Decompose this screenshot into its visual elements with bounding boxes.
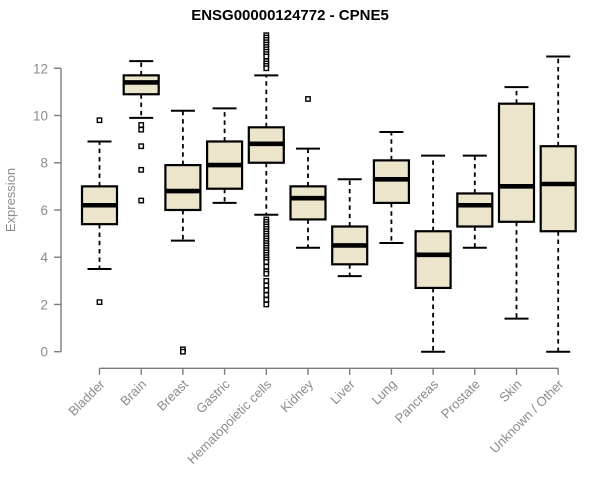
outlier-point — [138, 122, 145, 128]
y-tick-label-4: 4 — [40, 250, 48, 265]
y-tick-label-12: 12 — [33, 61, 48, 76]
outlier-point — [96, 299, 103, 305]
outlier-point — [263, 292, 270, 298]
x-tick-label-breast: Breast — [154, 376, 191, 413]
box-bladder — [80, 117, 119, 305]
box-kidney — [289, 96, 327, 249]
x-tick-label-gastric: Gastric — [193, 376, 233, 416]
outlier-point — [138, 197, 145, 204]
outlier-point — [263, 259, 270, 265]
outlier-point — [138, 166, 145, 173]
outlier-point — [138, 143, 145, 150]
x-tick-label-brain: Brain — [117, 377, 149, 409]
x-tick-label-pancreas: Pancreas — [392, 376, 442, 426]
box-liver — [331, 178, 369, 278]
y-tick-label-10: 10 — [33, 109, 48, 124]
box-brain — [122, 60, 160, 204]
outlier-point — [263, 263, 270, 270]
outlier-point — [179, 348, 186, 355]
box-hematopoietic-cells — [247, 32, 285, 308]
box-breast — [164, 109, 202, 355]
outlier-point — [263, 287, 270, 294]
outlier-point — [263, 65, 270, 72]
y-tick-label-0: 0 — [40, 345, 48, 360]
outlier-point — [96, 117, 103, 124]
box-unknown-other — [539, 55, 577, 353]
box-skin — [497, 86, 536, 320]
outlier-point — [263, 277, 270, 284]
outlier-point — [263, 296, 270, 303]
y-tick-label-8: 8 — [40, 156, 48, 171]
outlier-point — [263, 53, 270, 60]
y-tick-label-2: 2 — [40, 297, 48, 312]
x-tick-label-kidney: Kidney — [277, 376, 316, 415]
box-lung — [372, 131, 410, 245]
x-tick-label-unknown-other: Unknown / Other — [487, 376, 567, 456]
x-tick-label-bladder: Bladder — [65, 376, 108, 419]
x-tick-label-lung: Lung — [368, 377, 399, 408]
outlier-point — [305, 96, 311, 102]
box-pancreas — [414, 154, 452, 353]
box-gastric — [206, 107, 244, 204]
x-tick-label-liver: Liver — [327, 376, 358, 407]
x-tick-label-prostate: Prostate — [438, 377, 483, 422]
chart-title: ENSG00000124772 - CPNE5 — [191, 7, 389, 24]
outlier-point — [263, 270, 270, 277]
outlier-point — [263, 301, 270, 308]
box-prostate — [456, 154, 494, 249]
y-tick-label-6: 6 — [40, 203, 48, 218]
x-tick-label-skin: Skin — [496, 377, 524, 405]
outlier-point — [138, 126, 145, 133]
outlier-point — [263, 282, 270, 289]
y-axis-title: Expression — [3, 167, 18, 233]
